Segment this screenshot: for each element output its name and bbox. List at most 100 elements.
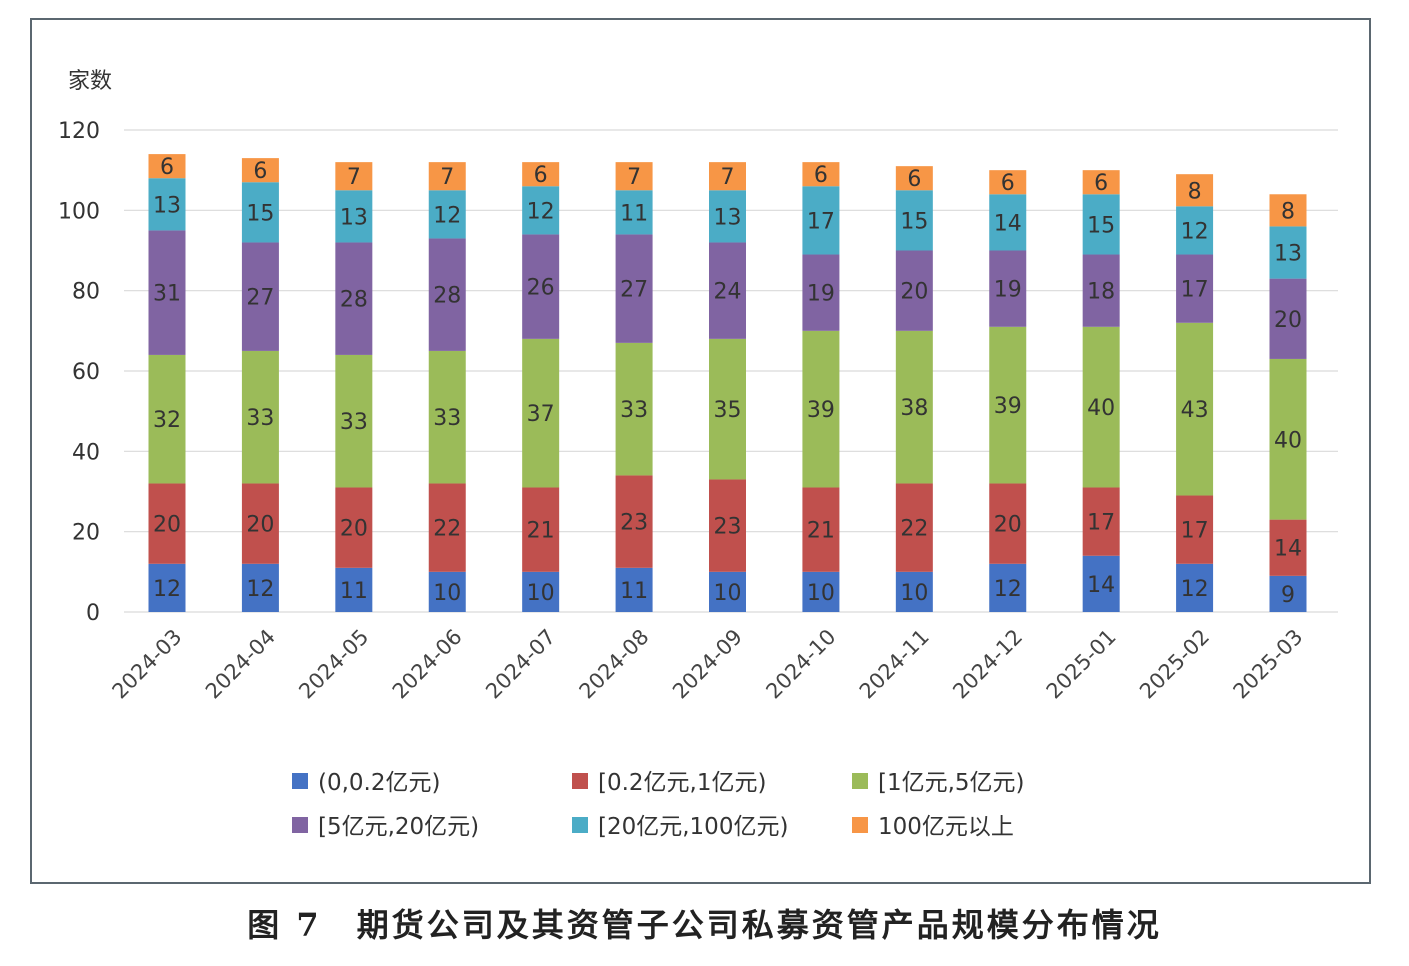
bar-segment xyxy=(802,571,840,612)
data-label: 20 xyxy=(994,513,1022,538)
y-tick-label: 60 xyxy=(72,360,100,385)
bar-segment xyxy=(709,338,746,480)
bar-segment xyxy=(615,162,653,191)
bar-segment xyxy=(989,326,1027,484)
data-label: 7 xyxy=(440,165,454,190)
data-label: 12 xyxy=(1181,577,1209,602)
data-label: 40 xyxy=(1087,396,1115,421)
bar-segment xyxy=(241,158,279,183)
y-tick-label: 100 xyxy=(58,199,100,224)
data-label: 33 xyxy=(620,398,648,423)
data-label: 17 xyxy=(1181,519,1209,544)
data-label: 13 xyxy=(340,205,368,230)
data-label: 12 xyxy=(153,577,181,602)
bar-segment xyxy=(1269,519,1307,576)
data-label: 9 xyxy=(1281,583,1295,608)
legend: (0,0.2亿元) [0.2亿元,1亿元) [1亿元,5亿元) [5亿元,20亿元) [… xyxy=(292,770,1025,840)
bar-segment xyxy=(522,162,560,187)
bar-segment xyxy=(895,190,933,251)
bar-segment xyxy=(148,354,186,484)
data-label: 14 xyxy=(994,211,1022,236)
data-label: 35 xyxy=(714,398,742,423)
bar-segment xyxy=(335,162,373,191)
y-tick-label: 80 xyxy=(72,280,100,305)
bars: 12 20 32 31 13 6 12 20 33 27 15 6 11 20 33 28 13 7 10 22 33 2… xyxy=(148,154,1307,612)
bar-segment xyxy=(709,190,746,243)
data-label: 10 xyxy=(807,581,835,606)
bar-segment xyxy=(522,186,560,235)
x-tick-label: 2025-02 xyxy=(1135,625,1214,704)
data-label: 21 xyxy=(807,519,835,544)
bar-segment xyxy=(1176,174,1214,207)
bar-segment xyxy=(148,178,186,231)
bar-segment xyxy=(615,190,653,235)
data-label: 22 xyxy=(900,517,928,542)
bar-segment xyxy=(709,162,746,191)
x-tick-label: 2024-11 xyxy=(855,625,934,704)
x-tick-label: 2024-07 xyxy=(481,625,560,704)
legend-label: [5亿元,20亿元) xyxy=(318,814,479,840)
bar-segment xyxy=(709,571,746,612)
bar-segment xyxy=(1269,194,1307,227)
bar-segment xyxy=(241,182,279,243)
legend-swatch xyxy=(852,817,868,833)
data-label: 12 xyxy=(527,199,555,224)
bar-segment xyxy=(148,563,186,612)
bar-segment xyxy=(895,330,933,484)
bar-segment xyxy=(1269,358,1307,520)
bar-segment xyxy=(335,567,373,612)
x-axis-labels: 2024-03 2024-04 2024-05 2024-06 2024-07 2024-… xyxy=(108,625,1308,704)
bar-segment xyxy=(148,154,186,179)
bar-segment xyxy=(989,563,1027,612)
data-label: 13 xyxy=(714,205,742,230)
bar-segment xyxy=(802,186,840,255)
data-label: 10 xyxy=(714,581,742,606)
data-label: 6 xyxy=(907,167,921,192)
data-label: 6 xyxy=(1001,171,1015,196)
bar-segment xyxy=(895,483,933,572)
bar-segment xyxy=(802,330,840,488)
data-label: 11 xyxy=(340,579,368,604)
bar-segment xyxy=(1176,322,1214,496)
data-label: 14 xyxy=(1087,573,1115,598)
y-tick-label: 20 xyxy=(72,521,100,546)
data-label: 28 xyxy=(433,284,461,309)
bar-segment xyxy=(428,190,466,239)
data-label: 6 xyxy=(160,155,174,180)
legend-swatch xyxy=(292,817,308,833)
bar-segment xyxy=(428,571,466,612)
bar-segment xyxy=(335,242,373,355)
data-label: 15 xyxy=(1087,213,1115,238)
data-label: 18 xyxy=(1087,280,1115,305)
bar-segment xyxy=(241,242,279,351)
bar-segment xyxy=(615,567,653,612)
legend-label: [0.2亿元,1亿元) xyxy=(598,770,766,796)
data-label: 8 xyxy=(1188,179,1202,204)
bar-segment xyxy=(709,479,746,572)
y-axis-ticks: 0 20 40 60 80 100 120 xyxy=(58,119,100,626)
x-tick-label: 2024-05 xyxy=(294,625,373,704)
legend-swatch xyxy=(852,773,868,789)
data-label: 27 xyxy=(620,278,648,303)
bar-segment xyxy=(709,242,746,339)
data-label: 6 xyxy=(534,163,548,188)
x-tick-label: 2025-01 xyxy=(1042,625,1121,704)
bar-segment xyxy=(335,487,373,568)
x-tick-label: 2025-03 xyxy=(1229,625,1308,704)
data-label: 37 xyxy=(527,402,555,427)
data-label: 10 xyxy=(527,581,555,606)
data-label: 14 xyxy=(1274,537,1302,562)
data-label: 17 xyxy=(807,209,835,234)
data-label: 27 xyxy=(246,286,274,311)
bar-segment xyxy=(989,483,1027,564)
data-label: 38 xyxy=(900,396,928,421)
data-label: 33 xyxy=(340,410,368,435)
data-label: 20 xyxy=(900,280,928,305)
data-label: 8 xyxy=(1281,199,1295,224)
data-label: 20 xyxy=(340,517,368,542)
legend-label: [1亿元,5亿元) xyxy=(878,770,1025,796)
bar-segment xyxy=(1176,495,1214,564)
data-label: 11 xyxy=(620,201,648,226)
x-tick-label: 2024-06 xyxy=(388,625,467,704)
bar-segment xyxy=(1269,575,1307,612)
